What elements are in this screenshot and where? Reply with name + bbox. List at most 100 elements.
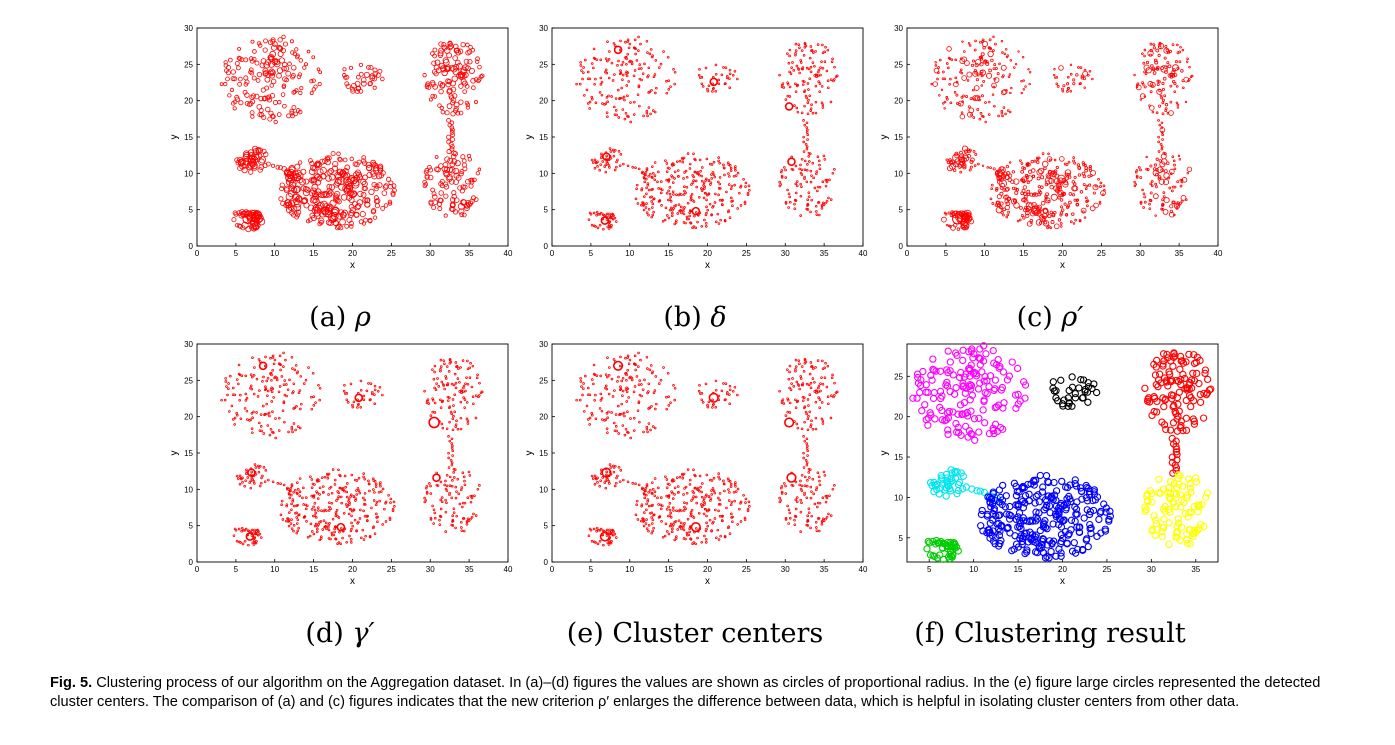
data-point: [1022, 185, 1027, 190]
data-point: [310, 395, 313, 399]
data-point: [450, 442, 454, 445]
data-point: [700, 187, 703, 190]
data-point: [595, 210, 599, 214]
data-point: [349, 86, 355, 92]
data-point: [808, 393, 812, 397]
data-point: [331, 517, 335, 521]
data-point: [833, 65, 836, 69]
data-point: [944, 369, 952, 377]
data-point: [453, 43, 459, 50]
data-point: [1085, 184, 1089, 188]
data-point: [714, 388, 718, 392]
data-point: [720, 73, 724, 77]
data-point: [463, 398, 467, 401]
data-point: [1052, 552, 1060, 560]
data-point: [578, 398, 582, 402]
data-point: [1022, 88, 1026, 91]
data-point: [1030, 160, 1034, 164]
data-point: [938, 94, 941, 97]
data-point: [454, 526, 457, 530]
data-point: [653, 426, 657, 430]
data-point: [448, 491, 451, 495]
data-point: [274, 375, 277, 379]
data-point: [930, 488, 938, 496]
data-points: [220, 351, 484, 547]
data-point: [1170, 349, 1178, 357]
x-tick-label: 15: [664, 249, 673, 258]
data-point: [1000, 109, 1004, 113]
data-point: [806, 163, 809, 166]
data-point: [950, 210, 954, 214]
data-point: [231, 217, 237, 223]
data-point: [1076, 163, 1081, 167]
data-point: [435, 382, 438, 385]
data-point: [279, 368, 282, 372]
data-point: [437, 385, 441, 388]
data-point: [807, 191, 811, 194]
data-point: [316, 527, 319, 531]
data-point: [646, 430, 649, 434]
data-point: [705, 205, 708, 209]
data-point: [929, 394, 938, 403]
data-point: [295, 405, 298, 408]
data-point: [321, 528, 324, 531]
data-point: [1061, 89, 1065, 93]
x-axis-label: x: [705, 260, 710, 271]
data-point: [1179, 178, 1183, 182]
data-point: [607, 410, 610, 414]
data-point: [362, 472, 365, 475]
data-point: [349, 529, 353, 533]
data-point: [598, 539, 602, 543]
data-point: [373, 402, 376, 406]
data-point: [614, 413, 618, 416]
data-point: [710, 493, 714, 496]
data-point: [1005, 165, 1009, 169]
data-point: [795, 500, 799, 504]
data-point: [805, 447, 809, 450]
data-point: [788, 511, 792, 515]
data-point: [718, 187, 722, 190]
data-point: [748, 189, 751, 192]
data-point: [831, 171, 835, 175]
data-point: [373, 480, 377, 483]
data-point: [1177, 154, 1181, 158]
data-point: [988, 38, 992, 42]
data-point: [449, 125, 455, 130]
data-point: [449, 129, 455, 135]
data-point: [1000, 183, 1005, 188]
data-point: [788, 70, 791, 74]
data-point: [728, 77, 731, 80]
data-point: [1015, 188, 1019, 192]
data-point: [225, 385, 228, 388]
data-point: [592, 47, 596, 51]
data-point: [802, 140, 805, 144]
data-point: [369, 382, 373, 385]
data-point: [1141, 82, 1145, 86]
data-point: [975, 428, 983, 436]
data-point: [921, 401, 929, 409]
data-point: [459, 521, 463, 524]
x-axis-label: x: [350, 260, 355, 271]
data-point: [1079, 190, 1084, 194]
data-point: [683, 522, 686, 525]
data-point: [707, 179, 711, 182]
data-point: [451, 479, 454, 482]
data-point: [239, 393, 242, 397]
data-point: [333, 191, 341, 198]
data-point: [309, 91, 314, 96]
data-point: [633, 100, 636, 104]
data-point: [824, 361, 827, 365]
data-point: [589, 528, 593, 532]
data-point: [667, 189, 670, 193]
data-point: [729, 485, 733, 488]
data-point: [449, 459, 453, 462]
data-point: [468, 376, 472, 380]
data-point: [795, 184, 799, 188]
data-point: [963, 149, 968, 154]
data-point: [954, 481, 963, 489]
data-point: [1023, 548, 1031, 556]
data-point: [463, 529, 466, 533]
data-point: [244, 374, 248, 378]
data-point: [282, 41, 288, 47]
data-point: [793, 198, 797, 202]
